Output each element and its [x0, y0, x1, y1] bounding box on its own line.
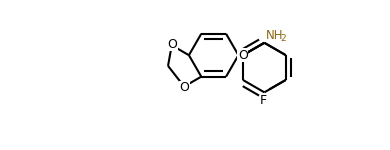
Text: O: O: [180, 81, 190, 94]
Text: O: O: [167, 38, 177, 51]
Text: NH: NH: [266, 28, 283, 42]
Text: F: F: [260, 94, 267, 107]
Text: 2: 2: [280, 34, 285, 43]
Text: O: O: [238, 49, 248, 62]
